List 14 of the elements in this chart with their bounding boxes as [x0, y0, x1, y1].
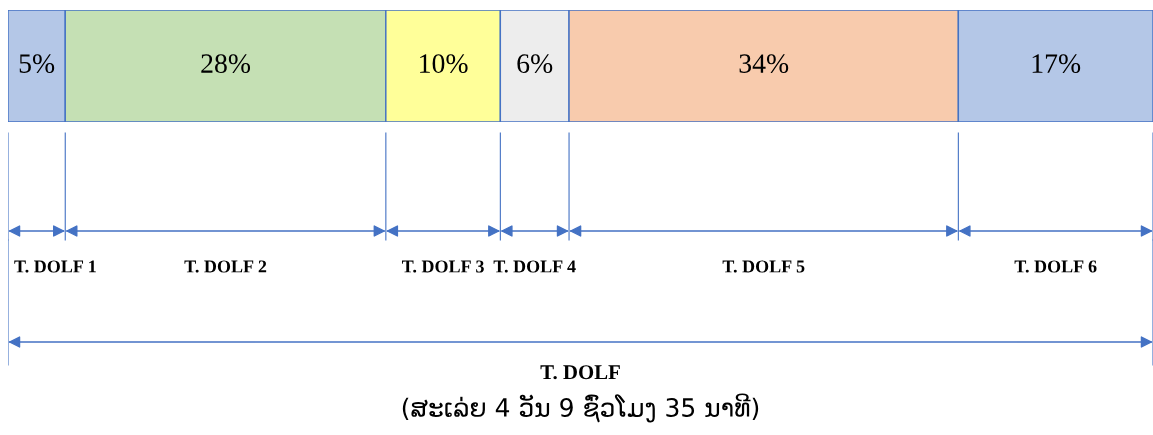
- text: T. DOLF 1: [14, 260, 96, 273]
- text: (ສະເລ່ຍ 4 ວັນ 9 ຊົ່ວໂມງ 35 ນາທີ): [402, 393, 759, 423]
- data-label: 17%: [1032, 54, 1081, 74]
- text: T. DOLF 2: [184, 260, 267, 273]
- text: T. DOLF 4: [493, 260, 576, 273]
- data-label: 6%: [517, 54, 553, 74]
- data-label: 10%: [420, 54, 468, 74]
- data-label: 5%: [19, 54, 55, 74]
- text: T. DOLF 5: [722, 260, 805, 273]
- text: T. DOLF 3: [402, 260, 484, 273]
- data-label: 28%: [201, 54, 251, 74]
- text: T. DOLF 6: [1014, 260, 1097, 273]
- text: T. DOLF: [540, 365, 620, 380]
- data-label: 34%: [739, 54, 789, 74]
